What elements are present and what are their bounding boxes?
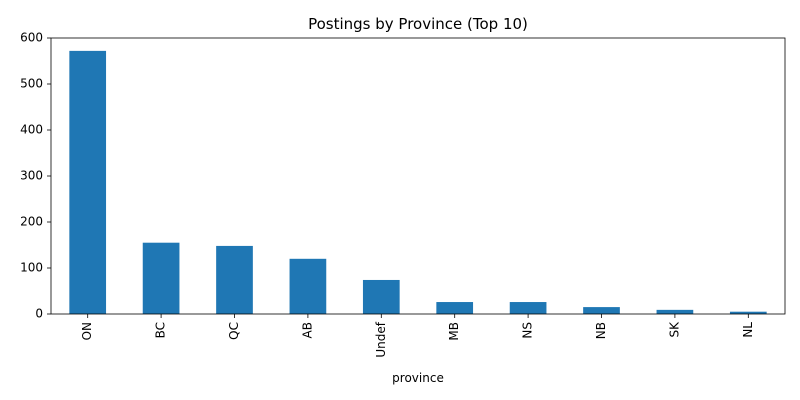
x-tick-label: SK (667, 321, 681, 338)
y-tick-label: 600 (20, 31, 43, 45)
bar-mb (436, 302, 474, 314)
x-tick-label: NS (521, 322, 535, 339)
bar-nb (583, 307, 620, 314)
bar-qc (216, 245, 253, 314)
bar-nl (729, 311, 767, 314)
y-tick-label: 300 (20, 169, 43, 183)
x-tick-label: MB (447, 322, 461, 341)
y-tick-label: 200 (20, 215, 43, 229)
plot-frame (50, 37, 786, 315)
x-axis-label: province (392, 371, 444, 385)
bar-ns (509, 302, 547, 314)
bar-undef (362, 279, 400, 314)
bar-sk (656, 309, 694, 314)
y-tick-label: 100 (20, 261, 43, 275)
bar-ab (289, 258, 327, 314)
x-tick-label: QC (227, 322, 241, 340)
x-tick-label: NL (741, 322, 755, 338)
bar-on (69, 50, 107, 314)
x-tick-label: Undef (374, 321, 388, 357)
x-tick-label: ON (80, 322, 94, 340)
x-axis: ON BC QC AB Undef MB NS NB SK NL (80, 314, 755, 358)
y-axis: 0 100 200 300 400 500 600 (20, 31, 51, 321)
chart-title: Postings by Province (Top 10) (308, 15, 528, 33)
y-tick-label: 400 (20, 123, 43, 137)
y-tick-label: 0 (35, 307, 43, 321)
y-tick-label: 500 (20, 77, 43, 91)
x-tick-label: BC (154, 322, 168, 338)
bar-bc (142, 242, 180, 314)
x-tick-label: AB (300, 322, 314, 338)
x-tick-label: NB (594, 322, 608, 339)
bars-group (69, 50, 767, 314)
